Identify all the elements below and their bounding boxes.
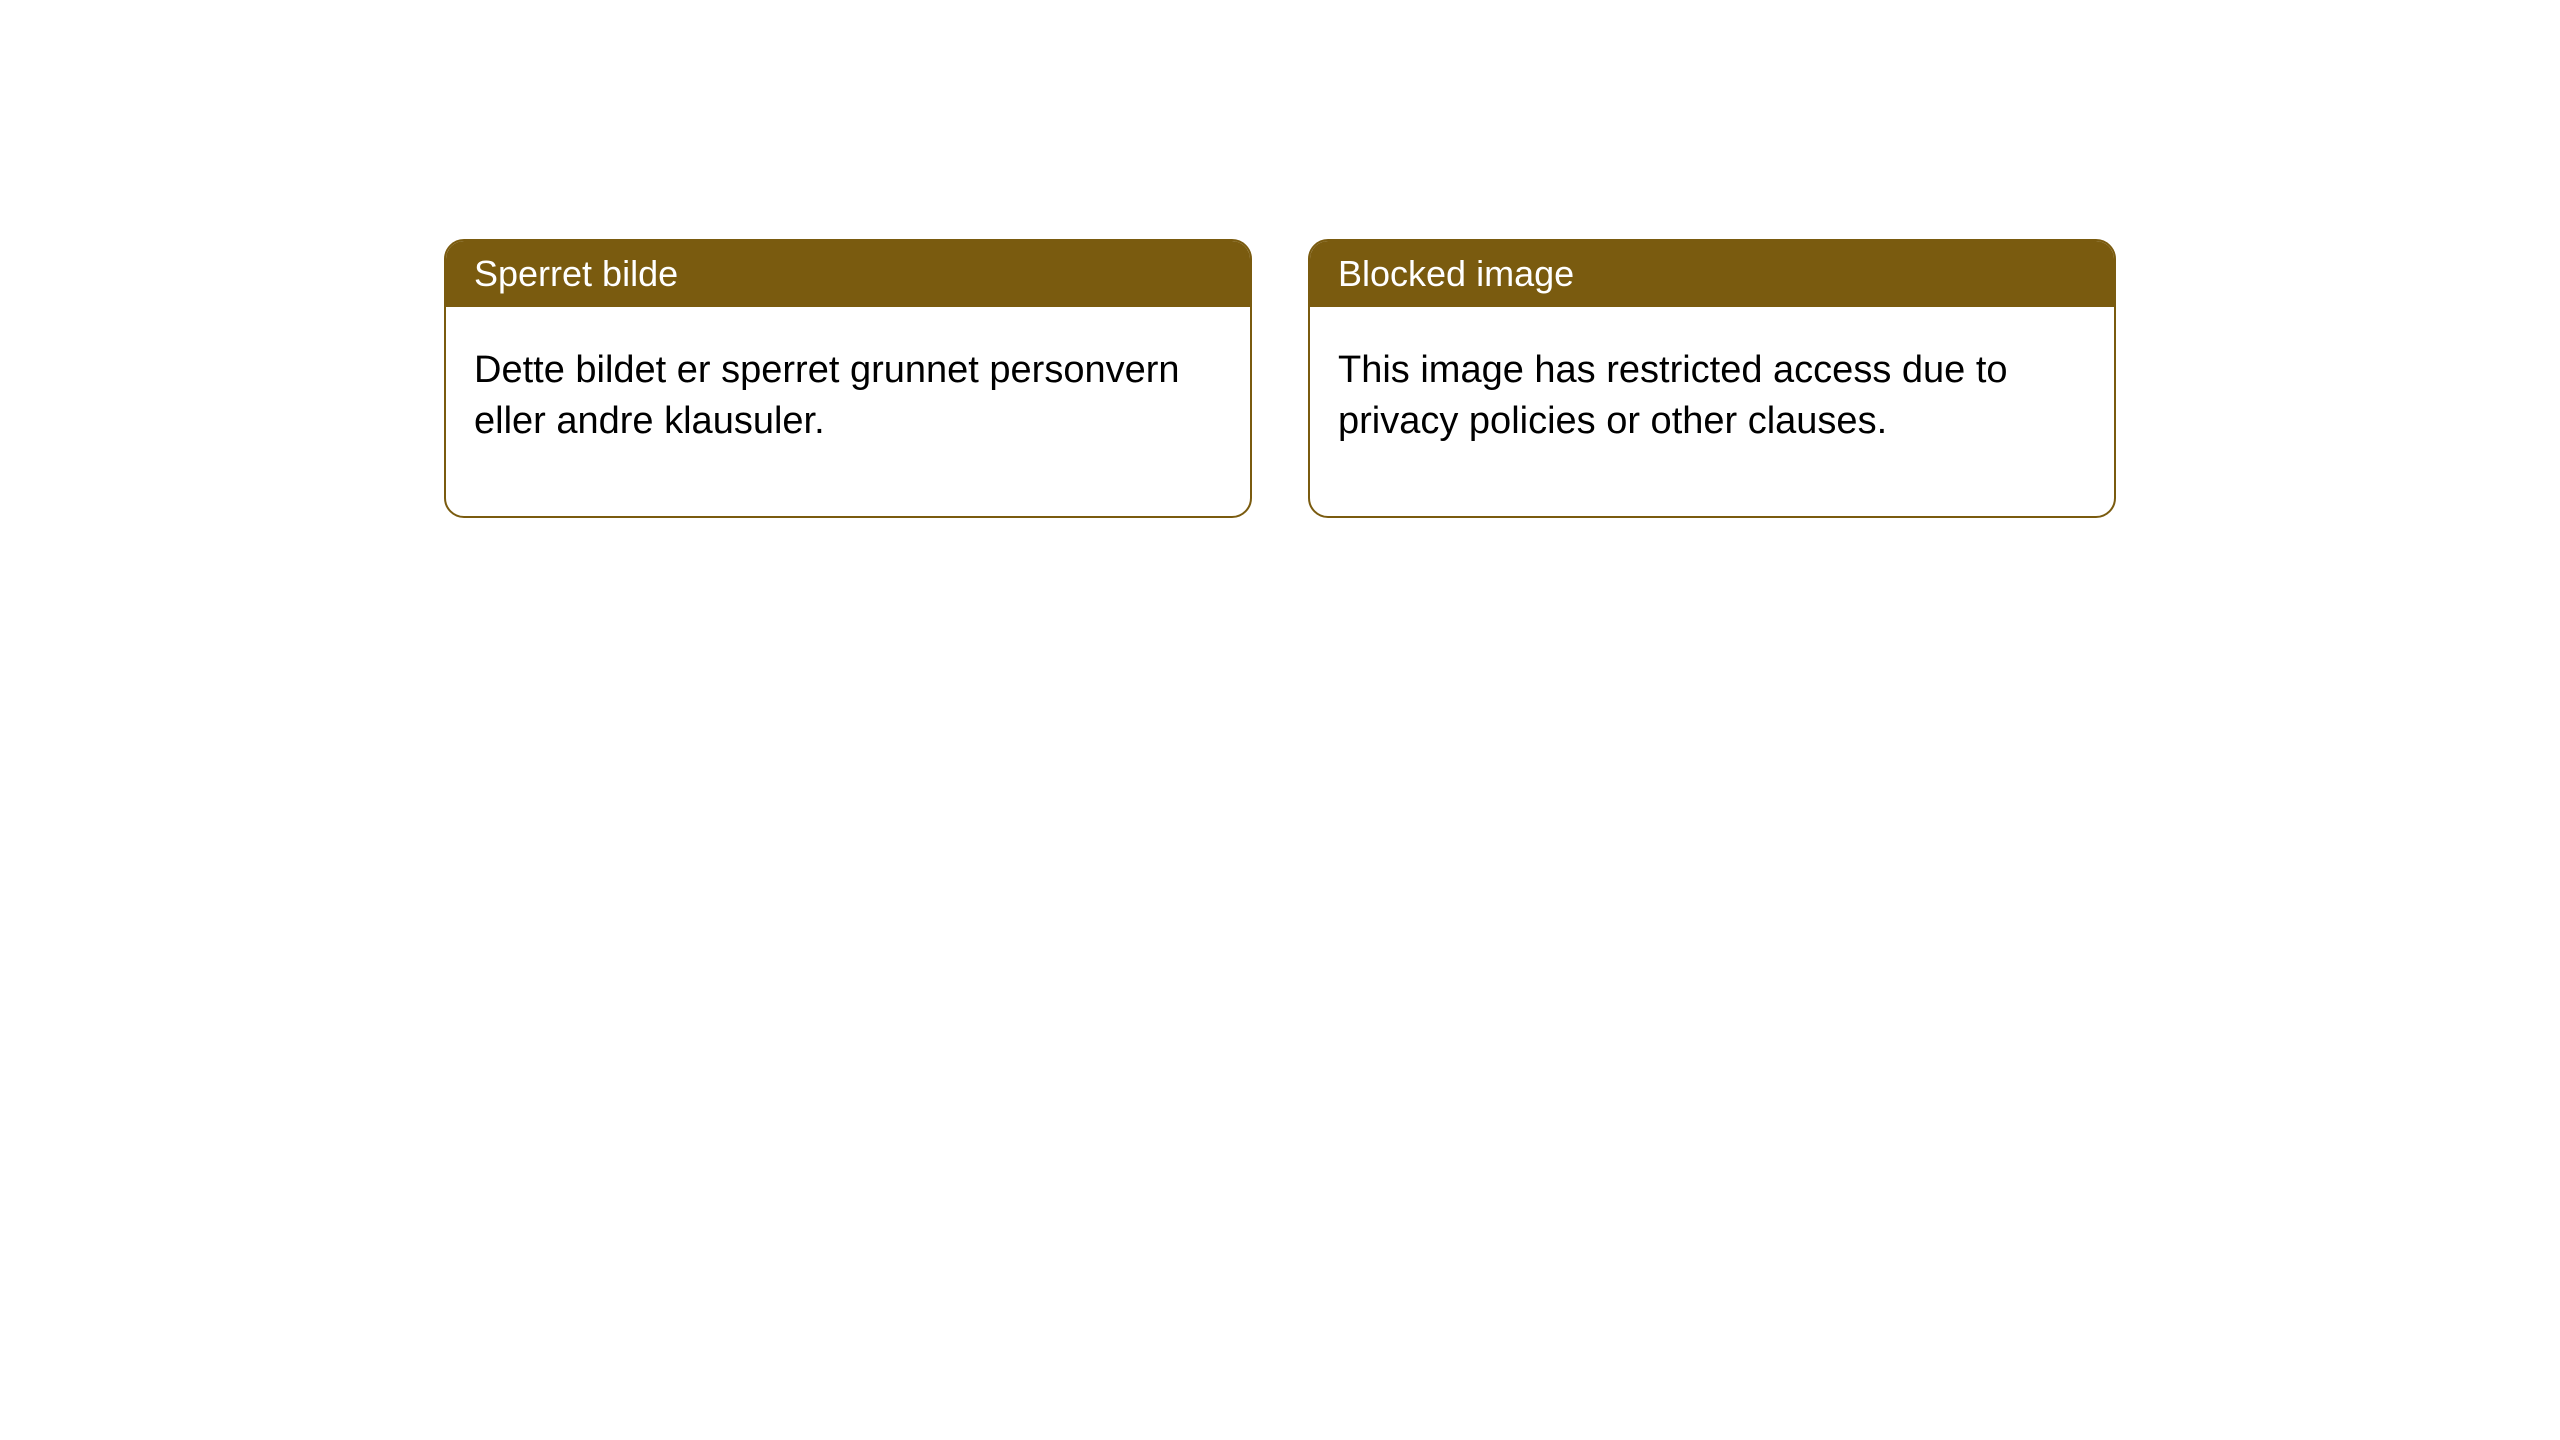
card-body-text: Dette bildet er sperret grunnet personve… [474, 349, 1180, 442]
card-body-text: This image has restricted access due to … [1338, 349, 2008, 442]
card-title: Sperret bilde [474, 253, 678, 294]
card-header: Blocked image [1310, 241, 2114, 307]
card-header: Sperret bilde [446, 241, 1250, 307]
notice-card-english: Blocked image This image has restricted … [1308, 239, 2116, 518]
card-title: Blocked image [1338, 253, 1574, 294]
notice-card-norwegian: Sperret bilde Dette bildet er sperret gr… [444, 239, 1252, 518]
notice-container: Sperret bilde Dette bildet er sperret gr… [444, 239, 2116, 518]
card-body: Dette bildet er sperret grunnet personve… [446, 307, 1250, 516]
card-body: This image has restricted access due to … [1310, 307, 2114, 516]
